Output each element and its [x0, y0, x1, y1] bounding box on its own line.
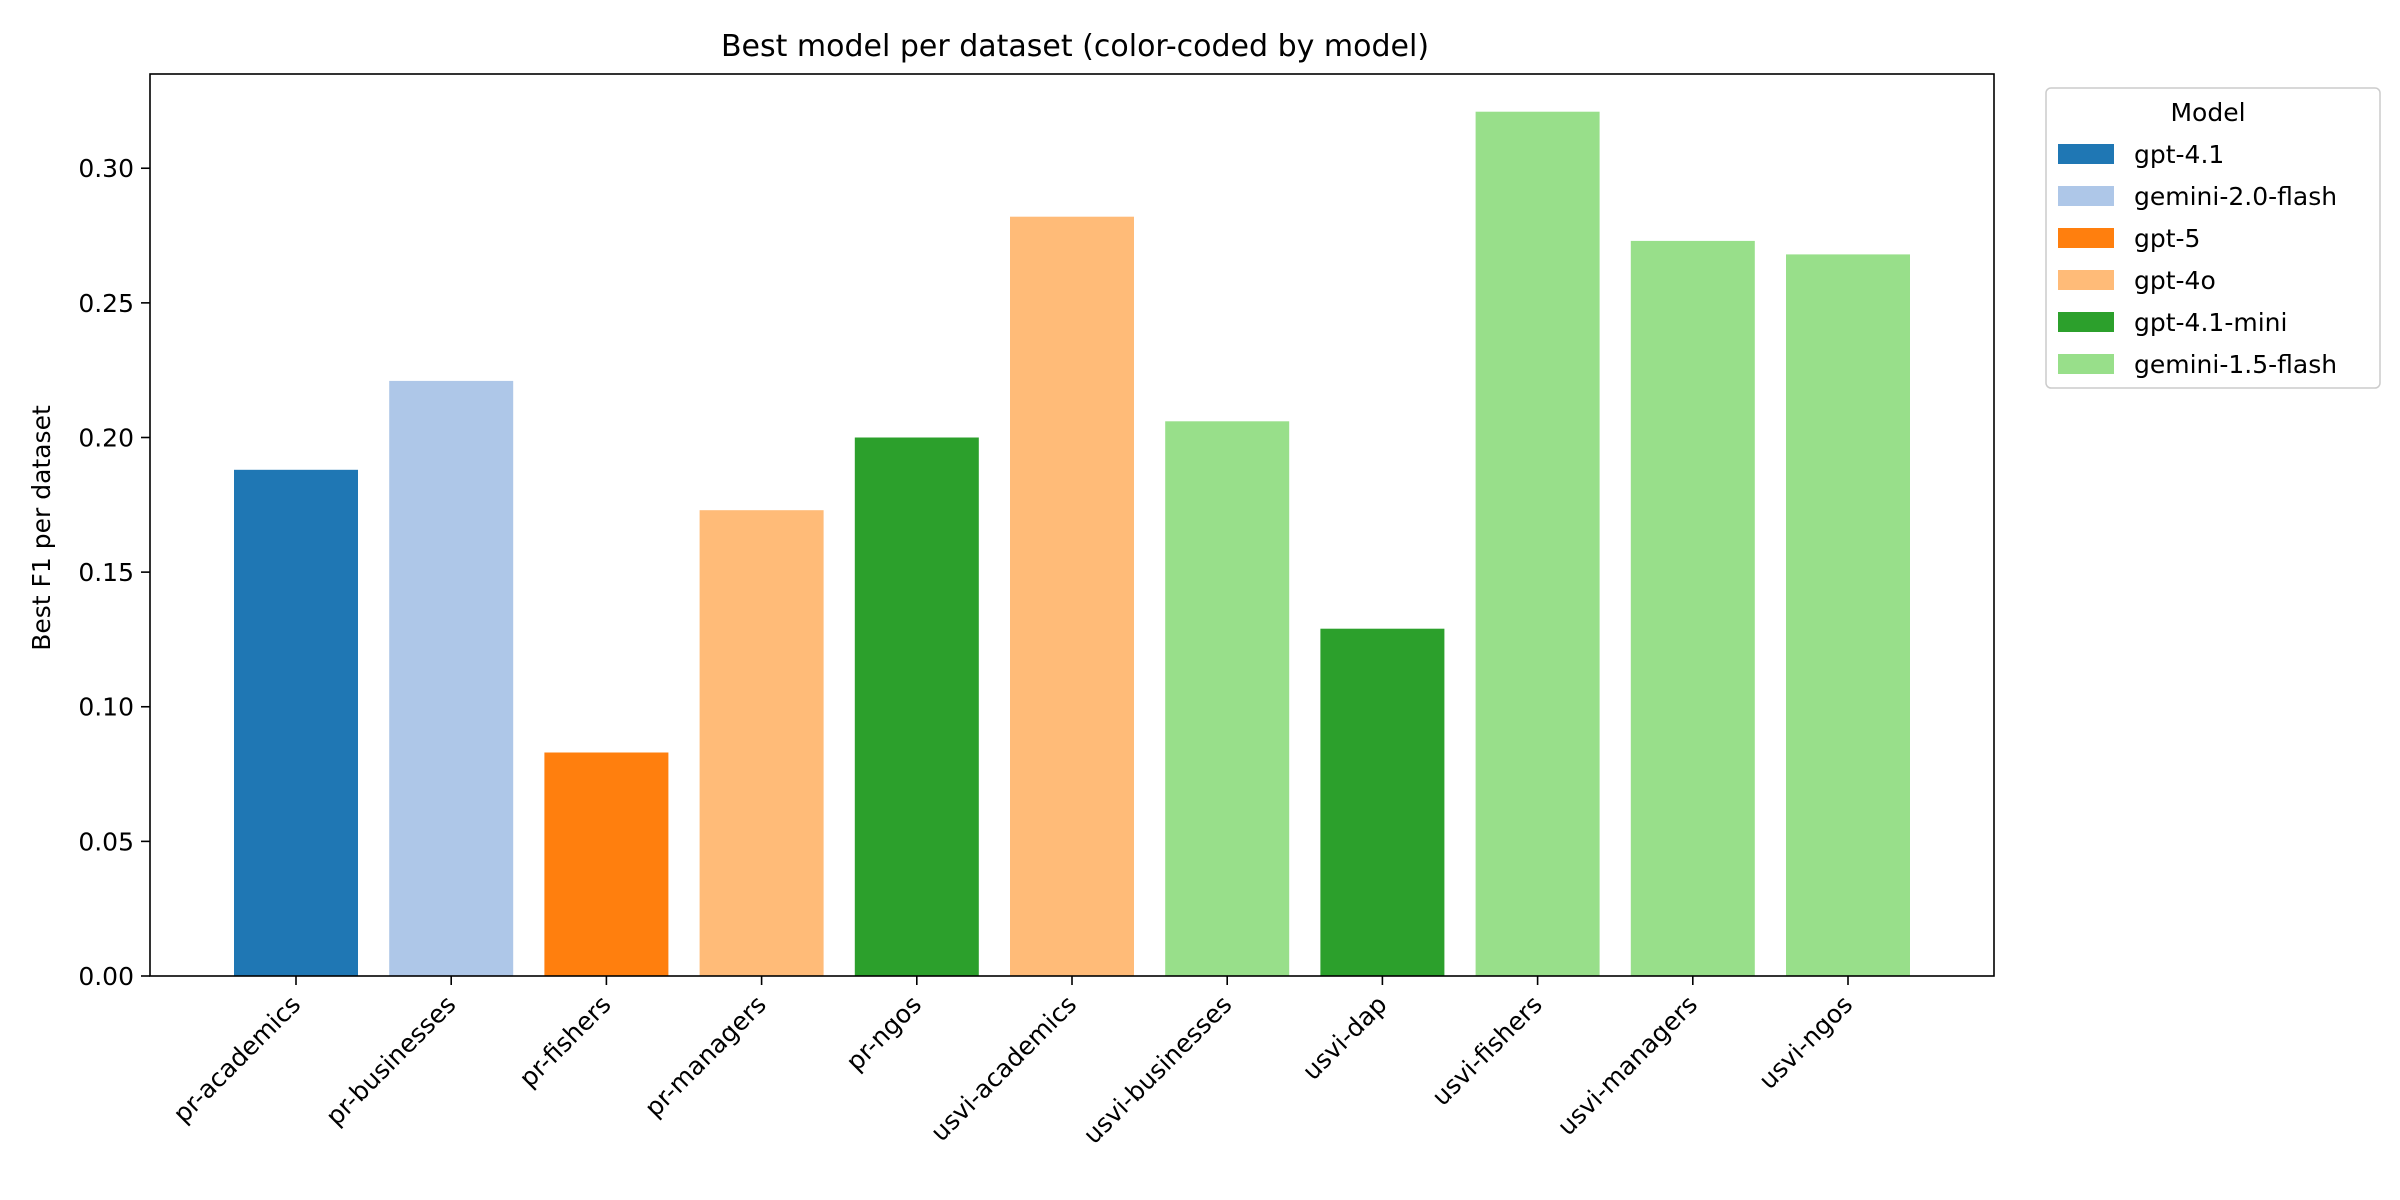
y-tick-label: 0.25: [78, 289, 134, 318]
y-tick-label: 0.20: [78, 423, 134, 452]
legend: Model gpt-4.1 gemini-2.0-flash gpt-5 gpt-4o…: [2045, 87, 2381, 389]
legend-swatch-gemini-1-5-flash: [2058, 354, 2114, 374]
legend-label-gemini-1-5-flash: gemini-1.5-flash: [2134, 350, 2337, 379]
legend-swatch-gpt-5: [2058, 228, 2114, 248]
legend-label-gemini-2-0-flash: gemini-2.0-flash: [2134, 182, 2337, 211]
y-tick-label: 0.10: [78, 693, 134, 722]
legend-swatch-gpt-4o: [2058, 270, 2114, 290]
bar-usvi-academics: [1010, 216, 1134, 976]
legend-title: Model: [2170, 98, 2245, 127]
plot-frame: [149, 73, 1995, 977]
chart-title: Best model per dataset (color-coded by m…: [721, 29, 1429, 64]
y-axis-label: Best F1 per dataset: [27, 405, 56, 651]
bars-layer: [234, 111, 1910, 976]
legend-frame: [2045, 87, 2381, 389]
y-tick-label: 0.30: [78, 154, 134, 183]
bar-usvi-dap: [1320, 628, 1445, 976]
legend-label-gpt-4o: gpt-4o: [2134, 266, 2216, 295]
y-tick-label: 0.05: [78, 827, 134, 856]
y-tick-label: 0.15: [78, 558, 134, 587]
legend-label-gpt-4-1-mini: gpt-4.1-mini: [2134, 308, 2287, 337]
bar-usvi-managers: [1630, 240, 1755, 976]
bar-usvi-fishers: [1475, 111, 1600, 976]
legend-label-gpt-5: gpt-5: [2134, 224, 2200, 253]
y-tick-label: 0.00: [78, 962, 134, 991]
bar-pr-fishers: [544, 752, 669, 976]
bar-usvi-ngos: [1786, 254, 1910, 976]
legend-swatch-gpt-4-1: [2058, 144, 2114, 164]
legend-label-gpt-4-1: gpt-4.1: [2134, 140, 2224, 169]
bar-pr-managers: [699, 510, 824, 976]
bar-pr-academics: [234, 469, 358, 976]
bar-pr-businesses: [389, 380, 514, 976]
bar-pr-ngos: [854, 437, 979, 976]
bar-usvi-businesses: [1165, 421, 1290, 976]
legend-swatch-gemini-2-0-flash: [2058, 186, 2114, 206]
legend-swatch-gpt-4-1-mini: [2058, 312, 2114, 332]
